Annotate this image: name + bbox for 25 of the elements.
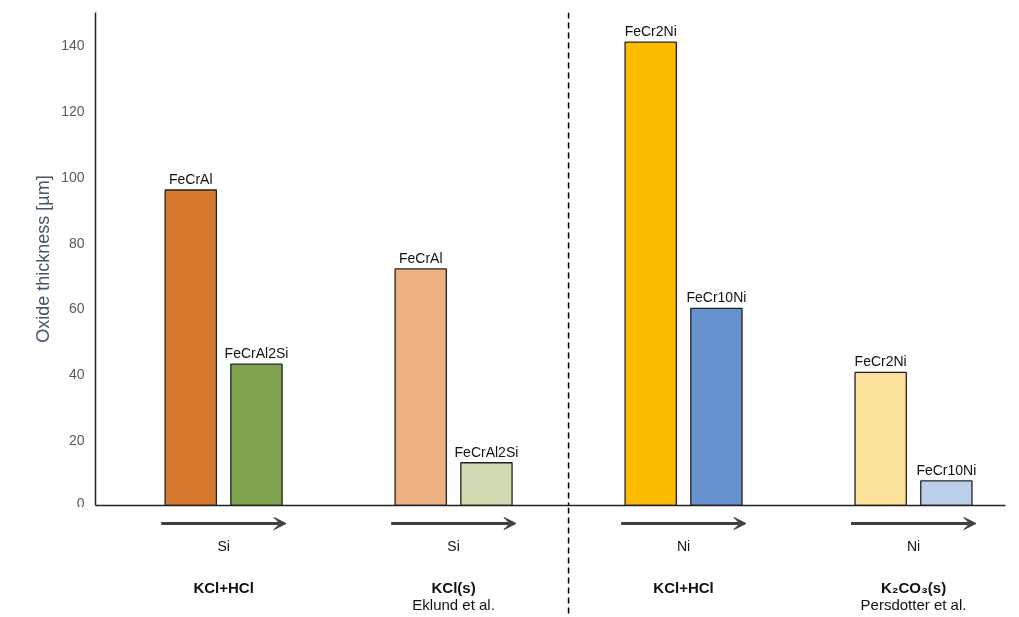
text: Si [447, 537, 460, 554]
text: Ni [676, 537, 691, 554]
data-label: FeCrAl [168, 170, 213, 187]
data-label: FeCrAl2Si [224, 345, 289, 362]
y-axis-title: Oxide thickness [µm] [33, 175, 54, 343]
data-label: FeCrAl2Si [454, 443, 519, 460]
data-label: FeCr10Ni [686, 289, 747, 306]
text: Si [217, 537, 230, 554]
x-tick-label: KCl(s) Eklund et al. [412, 579, 495, 613]
data-label: FeCrAl [398, 249, 443, 266]
text: Ni [906, 537, 921, 554]
y-tick-label: 40 [68, 366, 85, 383]
data-label: FeCr2Ni [854, 353, 907, 370]
y-tick-label: 120 [61, 103, 85, 120]
y-tick-label: 60 [68, 300, 85, 317]
x-tick-label: KCl+HCl [653, 579, 714, 596]
x-tick-label: KCl+HCl [193, 579, 254, 596]
y-tick-label: 0 [76, 494, 85, 511]
y-tick-label: 80 [68, 234, 85, 251]
y-tick-label: 140 [61, 37, 85, 54]
y-tick-label: 100 [61, 168, 85, 185]
y-tick-label: 20 [68, 431, 85, 448]
data-label: FeCr2Ni [624, 23, 677, 40]
x-tick-label: K₂CO₃(s) Persdotter et al. [860, 579, 967, 613]
data-label: FeCr10Ni [916, 461, 977, 478]
